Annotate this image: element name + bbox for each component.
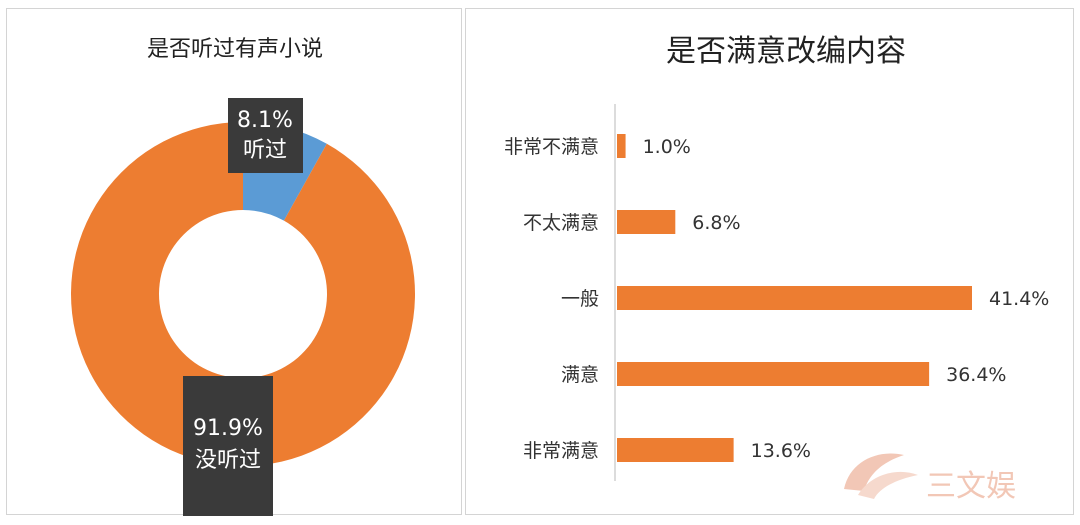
bar-value-label: 36.4% — [946, 364, 1006, 386]
callout-not-heard: 91.9% 没听过 — [183, 376, 273, 516]
callout-heard-value: 8.1% — [237, 108, 293, 133]
bar-chart-title: 是否满意改编内容 — [666, 34, 906, 69]
donut-chart: 是否听过有声小说 8.1% 听过 91.9% 没听过 — [71, 37, 415, 516]
bar-chart: 是否满意改编内容 非常不满意 1.0% 不太满意 6.8% 一般 41.4% 满意 36.4%… — [504, 34, 1049, 504]
bar — [617, 286, 972, 310]
callout-not-heard-label: 没听过 — [195, 448, 261, 473]
callout-heard: 8.1% 听过 — [228, 98, 303, 173]
bar-value-label: 1.0% — [643, 136, 691, 158]
bar-category-label: 一般 — [561, 288, 599, 310]
bar-category-label: 非常不满意 — [504, 136, 599, 158]
bar — [617, 438, 734, 462]
watermark: 三文娱 — [844, 453, 1016, 504]
donut-slice-not-heard — [71, 122, 415, 466]
bar-category-label: 不太满意 — [523, 212, 599, 234]
bar-value-label: 13.6% — [751, 440, 811, 462]
bar-chart-panel: 是否满意改编内容 非常不满意 1.0% 不太满意 6.8% 一般 41.4% 满意 36.4%… — [465, 8, 1074, 515]
callout-heard-label: 听过 — [243, 138, 287, 163]
bar-category-label: 非常满意 — [523, 440, 599, 462]
bar-value-label: 6.8% — [692, 212, 740, 234]
bar — [617, 210, 676, 234]
callout-not-heard-box — [183, 376, 273, 516]
watermark-logo-icon — [844, 453, 904, 491]
callout-heard-box — [228, 98, 303, 173]
bar — [617, 362, 930, 386]
bar — [617, 134, 626, 158]
callout-not-heard-value: 91.9% — [193, 416, 263, 441]
watermark-text: 三文娱 — [926, 469, 1016, 504]
donut-chart-title: 是否听过有声小说 — [147, 37, 323, 62]
donut-chart-panel: 是否听过有声小说 8.1% 听过 91.9% 没听过 — [6, 8, 462, 516]
bar-value-label: 41.4% — [989, 288, 1049, 310]
watermark-logo-icon-2 — [858, 471, 918, 499]
bar-category-label: 满意 — [561, 364, 599, 386]
